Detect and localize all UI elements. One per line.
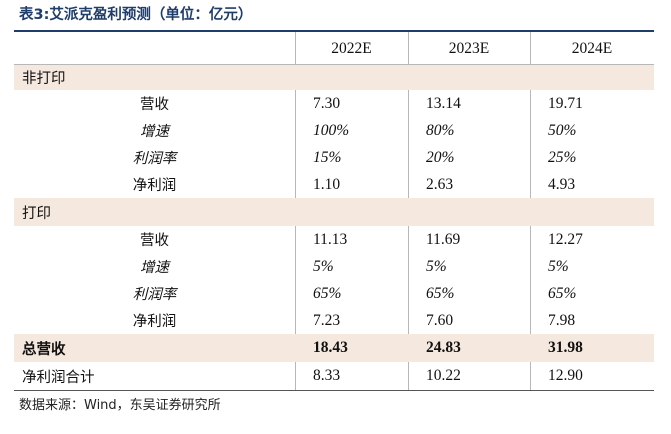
column-header: 2024E: [571, 39, 613, 57]
table-cell: 7.60: [426, 311, 454, 329]
top-rule: [14, 30, 654, 32]
table-cell: 12.27: [548, 230, 583, 248]
table-cell: 18.43: [313, 339, 348, 356]
table-cell: 11.69: [426, 230, 461, 248]
table-cell: 65%: [426, 284, 455, 302]
section-header-row: 打印: [14, 198, 654, 226]
row-label: 增速: [140, 260, 169, 276]
table-cell: 5%: [313, 257, 334, 275]
table-row: 营收 7.30 13.14 19.71: [14, 90, 654, 117]
section-header-row: 非打印: [14, 65, 654, 90]
table-cell: 100%: [313, 121, 350, 139]
table-row: 利润率 15% 20% 25%: [14, 144, 654, 171]
table-row: 增速 100% 80% 50%: [14, 117, 654, 144]
table-cell: 1.10: [313, 175, 341, 193]
table-cell: 65%: [313, 284, 342, 302]
row-label: 净利润: [132, 178, 177, 194]
table-row: 增速 5% 5% 5%: [14, 253, 654, 280]
column-header: 2022E: [331, 39, 372, 57]
source-note: 数据来源：Wind，东吴证券研究所: [19, 398, 221, 413]
table-cell: 8.33: [313, 367, 341, 384]
table-row: 净利润 1.10 2.63 4.93: [14, 171, 654, 198]
table-cell: 15%: [313, 148, 342, 166]
table-cell: 19.71: [548, 94, 583, 112]
table-cell: 7.30: [313, 94, 341, 112]
table-cell: 31.98: [548, 339, 583, 356]
table-cell: 5%: [426, 257, 447, 275]
table-cell: 11.13: [313, 230, 348, 248]
table-cell: 12.90: [548, 367, 583, 384]
row-label: 利润率: [132, 287, 177, 303]
row-label: 增速: [140, 124, 169, 140]
section-label: 打印: [22, 205, 51, 222]
section-label: 非打印: [22, 71, 66, 87]
table-cell: 24.83: [426, 339, 461, 356]
column-header: 2023E: [448, 39, 490, 57]
header-empty-cell: [14, 32, 295, 65]
table-cell: 7.23: [313, 311, 341, 329]
table-cell: 25%: [548, 148, 577, 166]
table-cell: 13.14: [426, 94, 461, 112]
row-label: 总营收: [22, 341, 66, 358]
table-cell: 2.63: [426, 175, 454, 193]
table-cell: 20%: [426, 148, 455, 166]
table-cell: 50%: [548, 121, 577, 139]
table-cell: 5%: [548, 257, 569, 275]
table-row: 营收 11.13 11.69 12.27: [14, 226, 654, 253]
row-label: 营收: [140, 97, 169, 113]
table-title: 表3:艾派克盈利预测（单位：亿元）: [19, 7, 253, 23]
row-label: 营收: [140, 233, 169, 249]
bottom-rule: [14, 390, 654, 391]
table-header-row: 2022E 2023E 2024E: [14, 32, 654, 65]
table-row: 净利润 7.23 7.60 7.98: [14, 307, 654, 334]
row-label: 净利润: [132, 314, 177, 330]
table-cell: 80%: [426, 121, 455, 139]
table-cell: 10.22: [426, 367, 461, 384]
table-cell: 65%: [548, 284, 577, 302]
total-revenue-row: 总营收 18.43 24.83 31.98: [14, 334, 654, 362]
row-label: 利润率: [132, 151, 177, 167]
table-cell: 4.93: [548, 175, 576, 193]
table-cell: 7.98: [548, 311, 576, 329]
table-row: 利润率 65% 65% 65%: [14, 280, 654, 307]
net-profit-total-row: 净利润合计 8.33 10.22 12.90: [14, 362, 654, 390]
row-label: 净利润合计: [22, 369, 95, 386]
